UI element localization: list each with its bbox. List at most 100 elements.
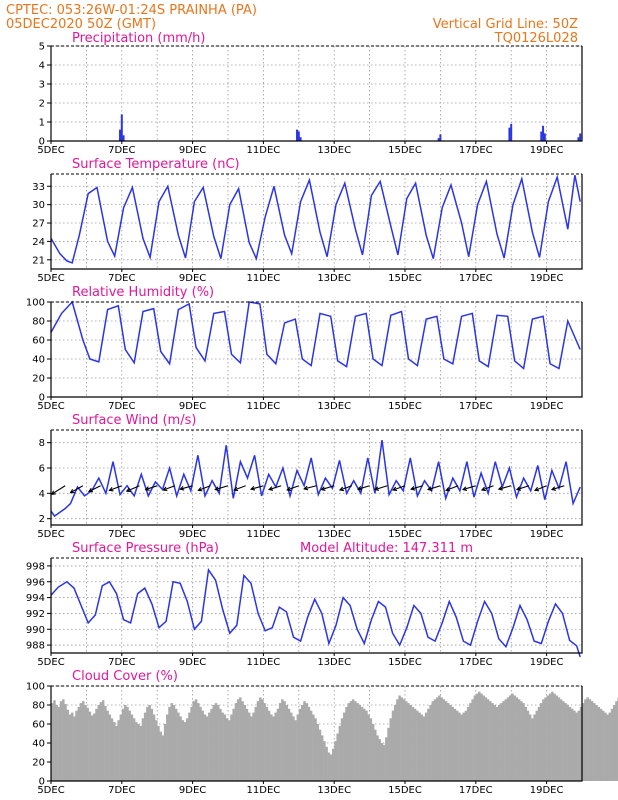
- cloud-bar: [75, 710, 78, 781]
- wind-vector-arrowhead: [179, 486, 185, 491]
- x-tick-label: 11DEC: [247, 529, 281, 540]
- wind-vector-arrowhead: [480, 486, 486, 492]
- cloud-bar: [354, 701, 357, 781]
- precip-bar: [122, 135, 125, 141]
- cloud-bar: [566, 705, 570, 781]
- cloud-bar: [506, 697, 510, 781]
- cloud-bar: [112, 722, 116, 781]
- cloud-bar: [475, 693, 479, 781]
- cloud-bar: [216, 705, 220, 781]
- cloud-bar: [232, 708, 235, 781]
- cloud-bar: [590, 701, 594, 781]
- y-tick-label: 30: [32, 200, 45, 211]
- cloud-bar: [292, 716, 295, 781]
- cloud-bar: [420, 714, 423, 781]
- wind-vector-arrow: [250, 485, 264, 490]
- y-tick-label: 20: [32, 758, 45, 769]
- y-tick-label: 2: [39, 514, 45, 525]
- y-tick-label: 5: [39, 42, 45, 53]
- x-tick-label: 7DEC: [108, 145, 135, 156]
- cloud-bar: [544, 697, 547, 781]
- x-tick-label: 17DEC: [459, 145, 493, 156]
- cloud-bar: [168, 706, 171, 781]
- x-tick-label: 9DEC: [179, 145, 206, 156]
- cloud-bar: [531, 718, 534, 781]
- cloud-bar: [369, 718, 373, 781]
- wind-vector-arrow: [551, 485, 565, 491]
- x-tick-label: 15DEC: [388, 785, 422, 796]
- cloud-bar: [64, 704, 67, 781]
- cloud-bar: [464, 710, 468, 781]
- cloud-bar: [405, 701, 408, 781]
- model-altitude-label: Model Altitude: 147.311 m: [300, 541, 473, 556]
- cloud-bar: [124, 705, 127, 781]
- cloud-bar: [250, 716, 253, 781]
- cloud-bar: [283, 701, 286, 781]
- precip-bar: [542, 125, 545, 141]
- cloud-bar: [557, 697, 561, 781]
- cloud-bar: [478, 691, 481, 781]
- x-tick-label: 19DEC: [530, 401, 564, 412]
- cloud-bar: [327, 752, 331, 781]
- cloud-bar: [77, 706, 81, 781]
- cloud-bar: [338, 725, 342, 781]
- cloud-bar: [325, 746, 328, 781]
- cloud-bar: [568, 706, 572, 781]
- cloud-bar: [316, 724, 320, 781]
- cloud-bar: [422, 716, 426, 781]
- cloud-bar: [497, 705, 501, 781]
- wind-vector-arrowhead: [50, 490, 56, 495]
- panel-frame: [50, 686, 583, 782]
- wind-vector-arrow: [481, 485, 494, 491]
- cloud-bar: [323, 741, 326, 781]
- cloud-bar: [610, 708, 614, 781]
- cloud-bar: [380, 743, 384, 781]
- y-tick-label: 994: [26, 593, 45, 604]
- header-station: CPTEC: 053:26W-01:24S PRAINHA (PA): [6, 3, 257, 18]
- cloud-bar: [389, 718, 393, 781]
- pressure-series-line: [50, 567, 581, 658]
- panel-frame: [50, 46, 583, 142]
- cloud-bar: [294, 720, 297, 781]
- cloud-bar: [309, 710, 313, 781]
- cloud-bar: [208, 712, 211, 781]
- wind-vector-arrowhead: [87, 487, 94, 493]
- x-tick-label: 5DEC: [37, 401, 64, 412]
- cloud-bar: [281, 699, 284, 781]
- cloud-bar: [360, 706, 364, 781]
- precip-bar: [296, 129, 299, 141]
- x-tick-label: 13DEC: [317, 657, 351, 668]
- cloud-bar: [418, 712, 421, 781]
- cloud-bar: [95, 708, 98, 781]
- wind-vector-arrow: [392, 485, 406, 491]
- cloud-bar: [228, 720, 231, 781]
- x-tick-label: 7DEC: [108, 401, 135, 412]
- cloud-bar: [230, 714, 233, 781]
- cloud-bar: [575, 712, 578, 781]
- wind-vector-arrow: [357, 485, 370, 490]
- cloud-bar: [462, 712, 466, 781]
- cloud-bar: [469, 703, 472, 781]
- wind-vector-arrowhead: [356, 485, 363, 491]
- y-tick-label: 40: [32, 739, 45, 750]
- cloud-bar: [181, 720, 185, 781]
- panel-frame: [50, 430, 583, 526]
- pressure-panel: Surface Pressure (hPa) Model Altitude: 1…: [26, 541, 583, 668]
- cloud-bar: [526, 710, 530, 781]
- y-tick-label: 0: [39, 777, 45, 788]
- cloud-bar: [579, 706, 583, 781]
- pressure-title: Surface Pressure (hPa): [72, 541, 219, 556]
- cloud-bar: [84, 705, 87, 781]
- y-tick-label: 988: [26, 641, 45, 652]
- cloud-bar: [449, 705, 452, 781]
- header-model-code: TQ0126L028: [494, 31, 578, 46]
- cloud-bar: [110, 718, 114, 781]
- panel-frame: [50, 174, 583, 270]
- y-tick-label: 100: [26, 682, 45, 693]
- cloud-bar: [161, 735, 165, 781]
- cloud-bar: [500, 703, 503, 781]
- cloud-bar: [374, 729, 377, 781]
- cloud-bar: [522, 703, 525, 781]
- cloud-bar: [236, 699, 240, 781]
- cloud-bar: [261, 699, 264, 781]
